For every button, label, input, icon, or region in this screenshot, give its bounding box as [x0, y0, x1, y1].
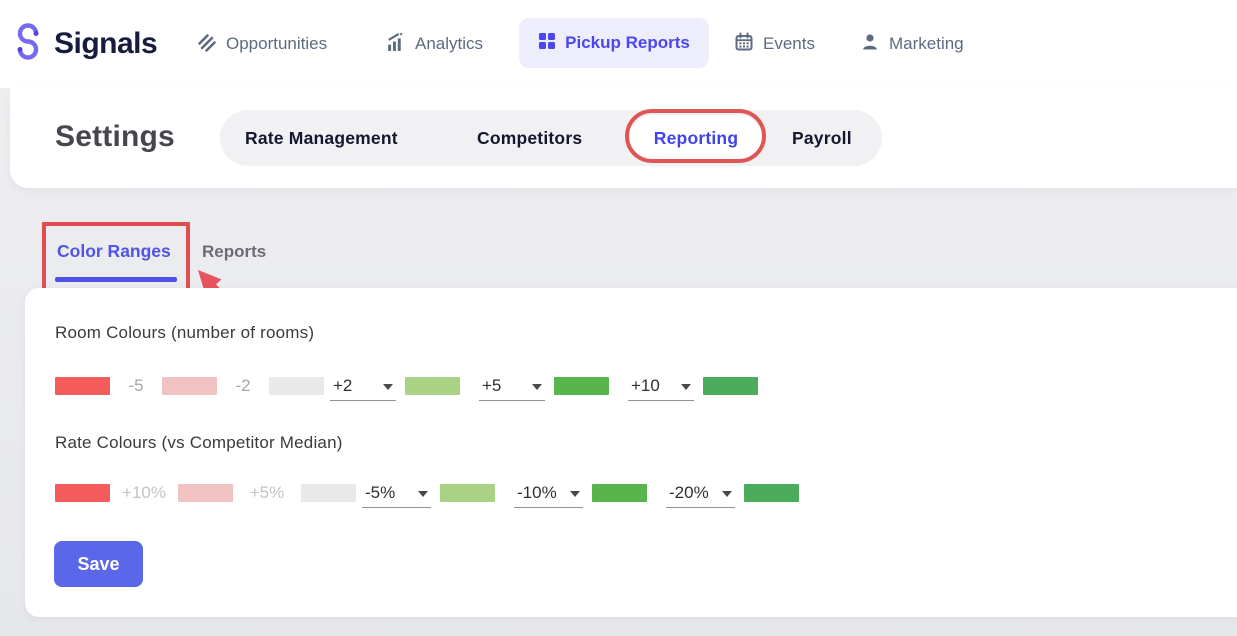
top-nav: Signals Opportunities	[0, 0, 1237, 88]
brand[interactable]: Signals	[8, 0, 158, 88]
chevron-down-icon	[722, 490, 732, 497]
room-threshold-select-2[interactable]: +5	[479, 371, 545, 401]
signals-logo-icon	[8, 22, 48, 67]
brand-name: Signals	[54, 27, 158, 60]
rate-colours-row: +10% +5% -5% -10% -20%	[55, 478, 799, 508]
color-swatch	[162, 377, 217, 395]
tab-payroll[interactable]: Payroll	[792, 127, 852, 148]
tab-rate-management[interactable]: Rate Management	[245, 127, 398, 148]
color-swatch	[440, 484, 495, 502]
color-swatch	[55, 484, 110, 502]
color-ranges-panel	[25, 288, 1237, 617]
nav-item-events[interactable]: Events	[734, 0, 815, 88]
rate-threshold-select-2[interactable]: -10%	[514, 478, 583, 508]
color-swatch	[269, 377, 324, 395]
nav-item-marketing[interactable]: Marketing	[860, 0, 964, 88]
bar-chart-icon	[385, 31, 406, 57]
color-swatch	[405, 377, 460, 395]
room-colours-row: -5 -2 +2 +5 +10	[55, 371, 758, 401]
threshold-label: +10%	[122, 483, 166, 502]
color-swatch	[592, 484, 647, 502]
nav-item-opportunities[interactable]: Opportunities	[195, 0, 327, 88]
nav-item-label: Analytics	[415, 34, 484, 53]
select-value: +2	[333, 375, 353, 395]
chevron-down-icon	[418, 490, 428, 497]
chevron-down-icon	[681, 383, 691, 390]
color-swatch	[703, 377, 758, 395]
room-threshold-select-3[interactable]: +10	[628, 371, 694, 401]
subtab-reports[interactable]: Reports	[202, 242, 267, 261]
page-title: Settings	[55, 120, 175, 153]
threshold-label: -2	[235, 376, 251, 395]
color-swatch	[178, 484, 233, 502]
nav-item-label: Events	[763, 34, 815, 53]
threshold-label: +5%	[249, 483, 285, 502]
nav-item-label: Pickup Reports	[565, 33, 690, 52]
calendar-icon	[734, 32, 754, 57]
rate-colours-section-title: Rate Colours (vs Competitor Median)	[55, 433, 343, 452]
room-threshold-select-1[interactable]: +2	[330, 371, 396, 401]
select-value: +10	[631, 375, 660, 395]
grid-icon	[538, 32, 556, 55]
save-button[interactable]: Save	[54, 541, 143, 587]
chevron-down-icon	[570, 490, 580, 497]
tab-reporting[interactable]: Reporting	[630, 115, 762, 161]
settings-tab-group	[220, 110, 882, 166]
rate-threshold-select-3[interactable]: -20%	[666, 478, 735, 508]
threshold-label: -5	[128, 376, 144, 395]
chevron-down-icon	[532, 383, 542, 390]
tags-icon	[195, 31, 217, 58]
chevron-down-icon	[383, 383, 393, 390]
color-swatch	[301, 484, 356, 502]
nav-item-label: Opportunities	[226, 34, 328, 53]
select-value: +5	[482, 375, 502, 395]
nav-item-pickup-reports[interactable]: Pickup Reports	[519, 18, 709, 68]
color-swatch	[554, 377, 609, 395]
nav-item-label: Marketing	[889, 34, 964, 53]
color-swatch	[55, 377, 110, 395]
tab-competitors[interactable]: Competitors	[477, 127, 583, 148]
person-icon	[860, 32, 880, 57]
select-value: -20%	[669, 482, 709, 502]
rate-threshold-select-1[interactable]: -5%	[362, 478, 431, 508]
nav-item-analytics[interactable]: Analytics	[385, 0, 483, 88]
subtab-color-ranges[interactable]: Color Ranges	[57, 241, 171, 261]
room-colours-section-title: Room Colours (number of rooms)	[55, 323, 315, 342]
select-value: -5%	[365, 482, 396, 502]
active-subtab-underline	[55, 277, 177, 282]
select-value: -10%	[517, 482, 557, 502]
color-swatch	[744, 484, 799, 502]
